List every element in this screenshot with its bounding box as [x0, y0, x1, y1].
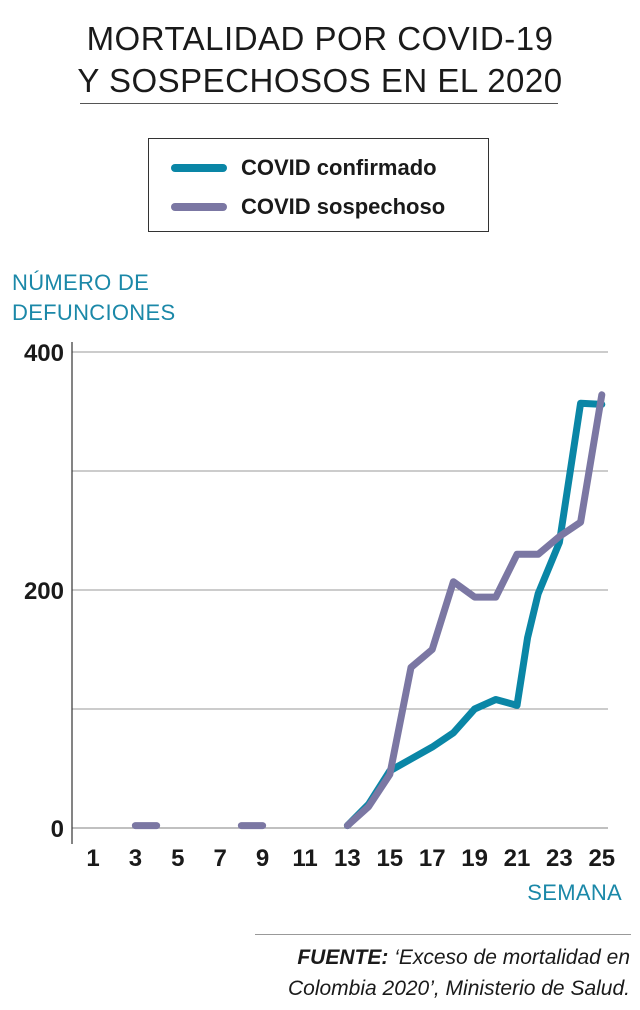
x-tick-label-15: 15 — [376, 845, 403, 872]
x-tick-label-17: 17 — [419, 845, 446, 872]
series-line-confirmed — [343, 399, 606, 830]
source-prefix: FUENTE: — [297, 946, 389, 969]
series-line-suspected-segment-3 — [343, 391, 606, 830]
legend-item-suspected: COVID sospechoso — [171, 192, 445, 222]
y-axis-label-line2: DEFUNCIONES — [12, 300, 176, 325]
source-text-line2: Colombia 2020’, Ministerio de Salud. — [287, 977, 630, 1000]
title-underline — [80, 103, 558, 104]
source-divider — [255, 934, 631, 935]
source-line1: FUENTE: ‘Exceso de mortalidad en — [288, 942, 630, 973]
legend-label-suspected: COVID sospechoso — [241, 194, 446, 219]
source-note: FUENTE: ‘Exceso de mortalidad en Colombi… — [288, 942, 630, 1004]
x-tick-label-23: 23 — [546, 845, 573, 872]
x-tick-label-19: 19 — [461, 845, 488, 872]
source-text-line1: ‘Exceso de mortalidad en — [388, 946, 630, 969]
chart-title-line2: Y SOSPECHOSOS EN EL 2020 — [77, 62, 563, 99]
x-tick-label-3: 3 — [129, 845, 142, 872]
y-axis-label-line1: NÚMERO DE — [12, 270, 150, 295]
chart-legend: COVID confirmado COVID sospechoso — [148, 138, 489, 232]
legend-swatch-confirmed — [171, 164, 227, 172]
x-tick-label-21: 21 — [504, 845, 531, 872]
x-tick-label-5: 5 — [171, 845, 184, 872]
x-tick-label-13: 13 — [334, 845, 361, 872]
x-tick-label-9: 9 — [256, 845, 269, 872]
y-tick-label-200: 200 — [24, 578, 64, 605]
chart-title: MORTALIDAD POR COVID-19 Y SOSPECHOSOS EN… — [0, 18, 640, 102]
x-tick-label-1: 1 — [86, 845, 99, 872]
y-tick-label-400: 400 — [24, 340, 64, 367]
chart-title-line1: MORTALIDAD POR COVID-19 — [86, 20, 554, 57]
legend-label-confirmed: COVID confirmado — [241, 155, 437, 180]
x-axis-label: SEMANA — [527, 880, 622, 905]
x-tick-label-11: 11 — [292, 845, 317, 872]
x-tick-label-7: 7 — [214, 845, 227, 872]
y-tick-label-0: 0 — [51, 816, 64, 843]
y-axis-label: NÚMERO DE DEFUNCIONES — [12, 268, 175, 328]
x-tick-label-25: 25 — [588, 845, 615, 872]
legend-swatch-suspected — [171, 203, 227, 211]
legend-item-confirmed: COVID confirmado — [171, 153, 437, 183]
